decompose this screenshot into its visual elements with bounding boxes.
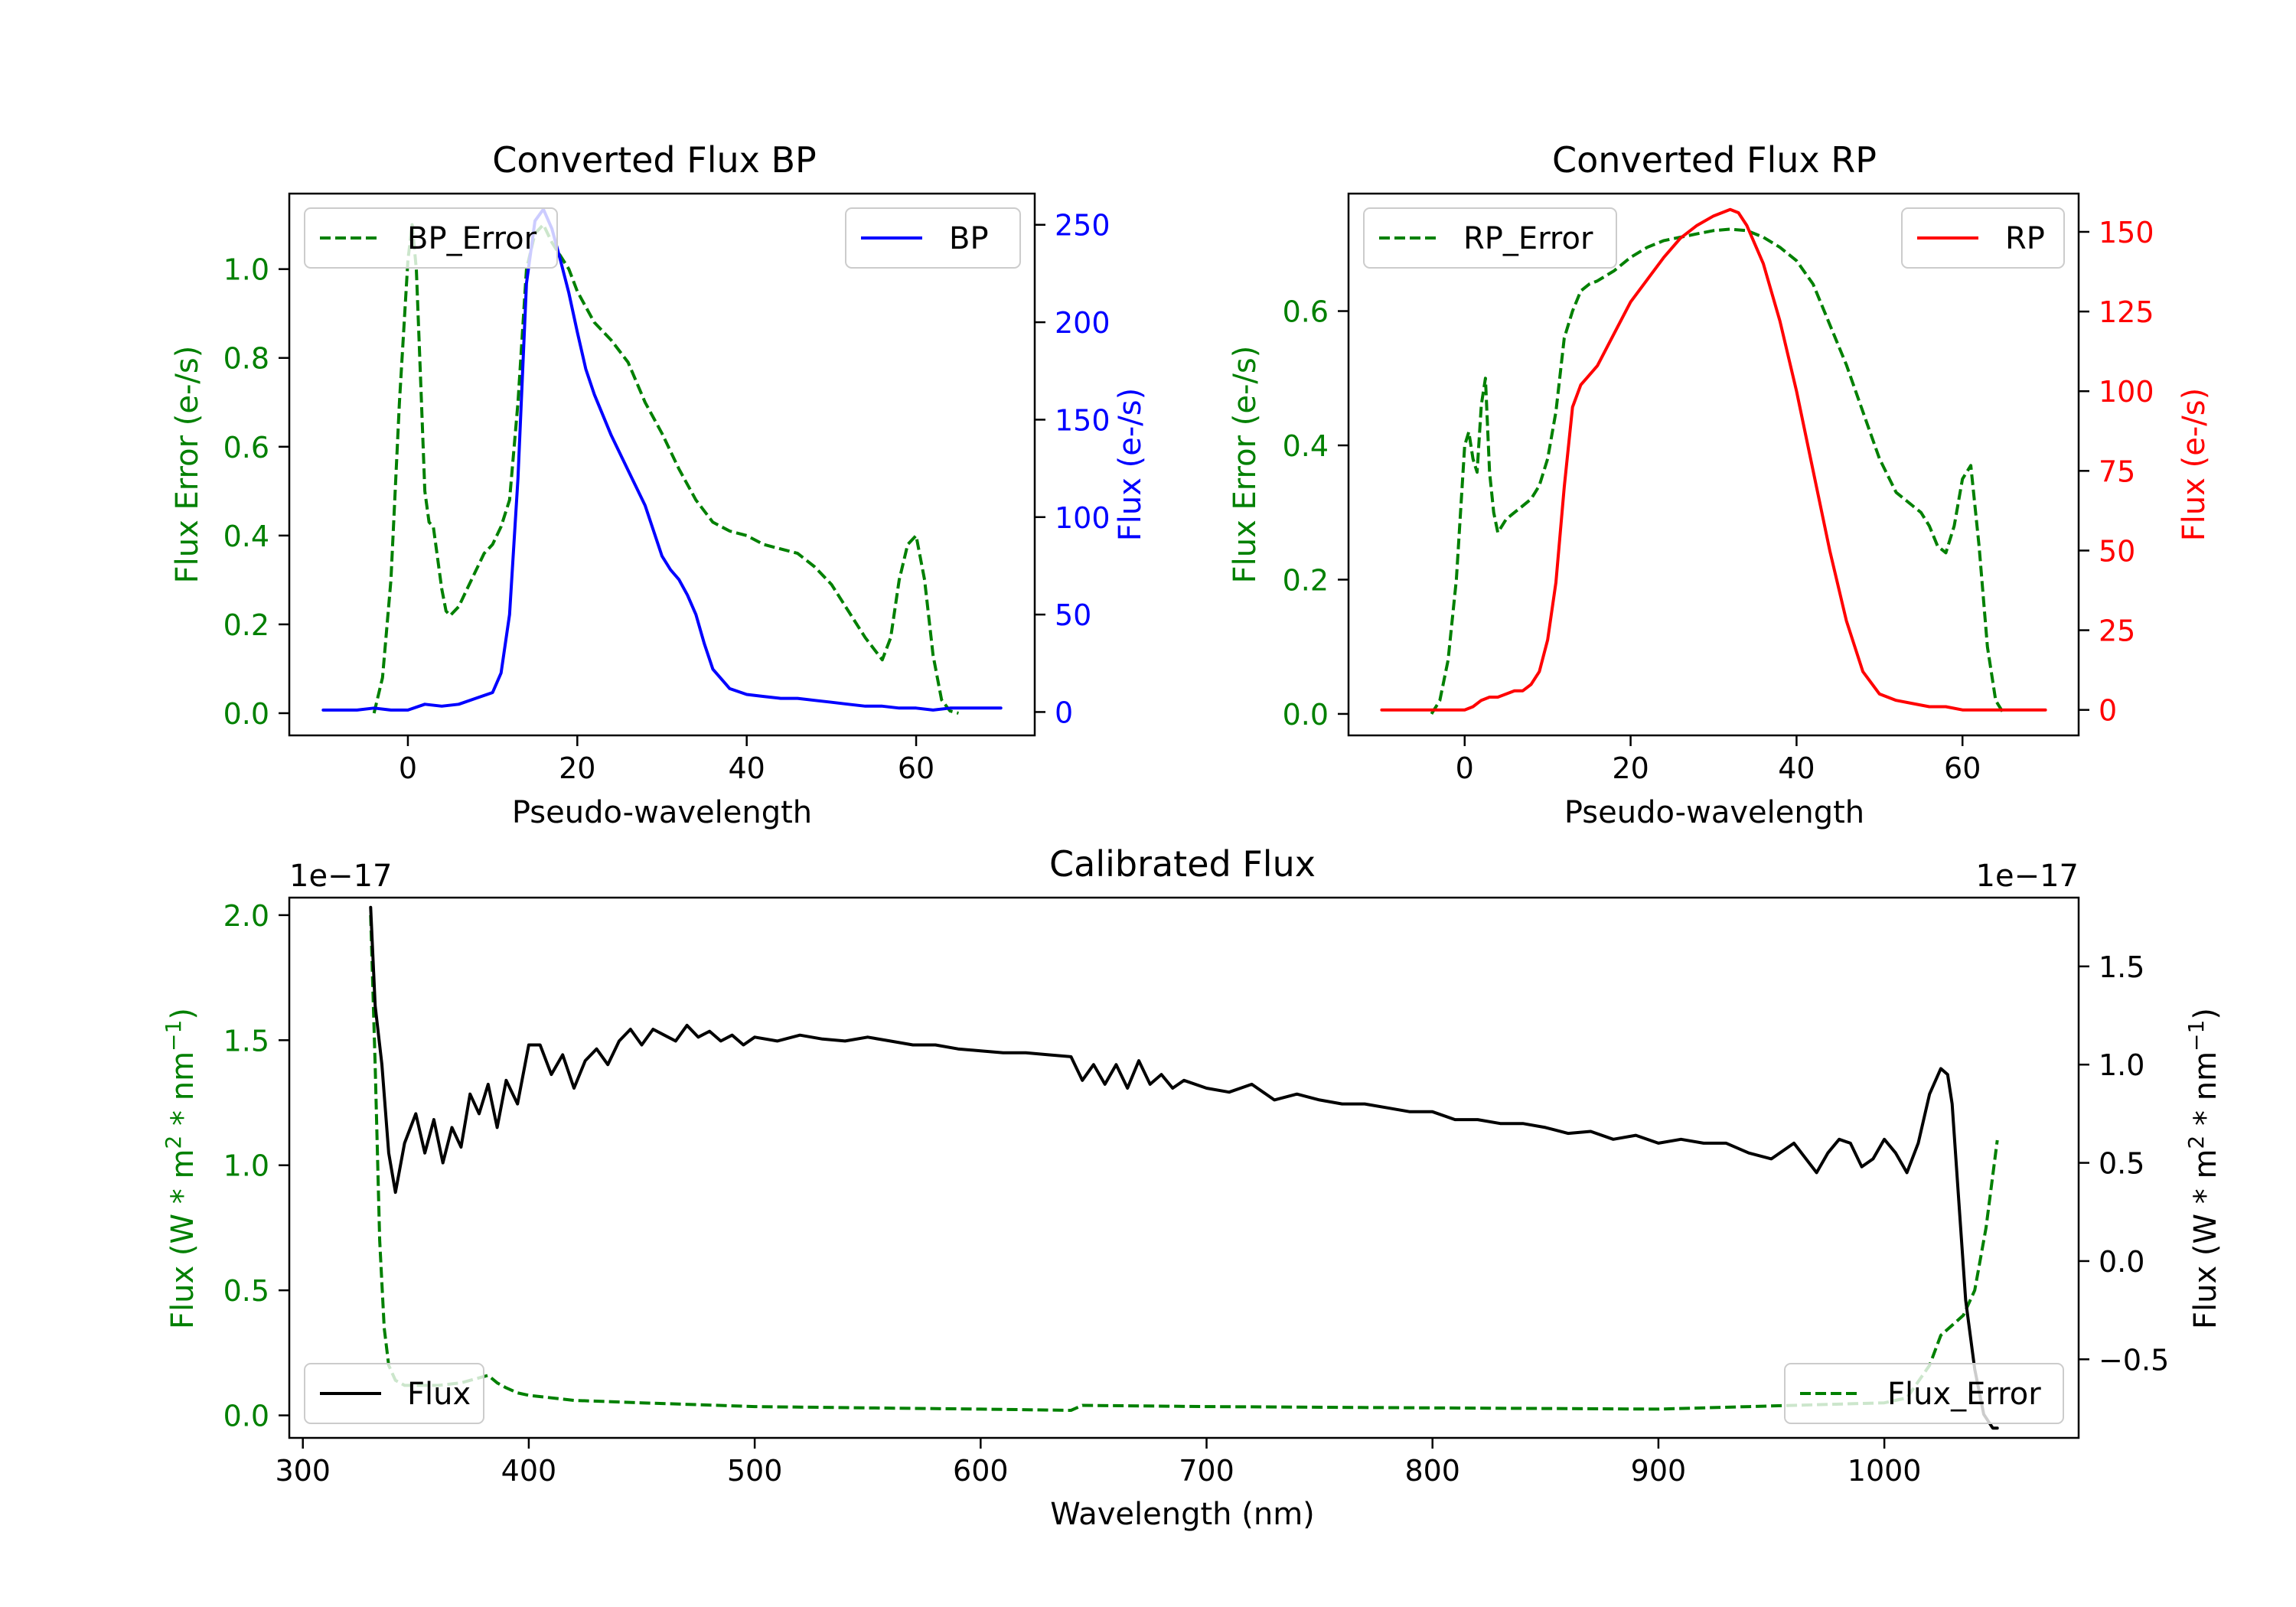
rp-legend-flux[interactable]: RP: [1901, 207, 2065, 269]
calibrated-xlabel: Wavelength (nm): [1050, 1497, 1315, 1532]
bp-series-bp: [321, 207, 1003, 712]
bp-ytick-left-label: 0.0: [223, 697, 269, 731]
calibrated-legend-flux-label: Flux: [407, 1377, 471, 1412]
rp-ytick-left-label: 0.2: [1283, 563, 1329, 597]
calibrated-legend-error-box: [1784, 1363, 2064, 1424]
calibrated-ytick-left-label: 2.0: [223, 899, 269, 933]
rp-ytick-right-label: 100: [2099, 375, 2154, 409]
bp-ytick-right-label: 50: [1055, 598, 1091, 632]
bp-ytick-left-label: 0.8: [223, 342, 269, 376]
bp-xtick-label: 60: [898, 751, 934, 785]
bp-ytick-right-label: 200: [1055, 306, 1110, 340]
bp-ytick-left-label: 1.0: [223, 253, 269, 287]
rp-ylabel-left: Flux Error (e-/s): [1228, 346, 1263, 584]
rp-xlabel: Pseudo-wavelength: [1564, 795, 1864, 830]
rp-title: Converted Flux RP: [1552, 139, 1877, 181]
calibrated-ylabel-left: Flux (W * m2 * nm−1): [161, 1008, 201, 1329]
calibrated-ytick-left-label: 0.5: [223, 1274, 269, 1308]
calibrated-ytick-right-label: 1.0: [2099, 1048, 2144, 1082]
bp-title: Converted Flux BP: [492, 139, 817, 181]
calibrated-xtick-label: 900: [1631, 1454, 1687, 1488]
rp-legend-flux-box: [1901, 207, 2065, 269]
calibrated-ytick-left-label: 0.0: [223, 1400, 269, 1433]
calibrated-xtick-label: 300: [275, 1454, 331, 1488]
calibrated-ylabel-right: Flux (W * m2 * nm−1): [2183, 1008, 2223, 1329]
rp-xtick-label: 20: [1612, 751, 1649, 785]
rp-ytick-right-label: 75: [2099, 455, 2135, 488]
rp-legend-error-box: [1363, 207, 1617, 269]
rp-legend-flux-label: RP: [2005, 221, 2045, 256]
bp-ytick-left-label: 0.6: [223, 431, 269, 464]
bp-legend-flux-label: BP: [949, 221, 989, 256]
rp-ytick-left-label: 0.6: [1283, 295, 1329, 329]
bp-ytick-left-label: 0.4: [223, 520, 269, 553]
bp-ytick-right-label: 0: [1055, 696, 1073, 729]
bp-xtick-label: 20: [559, 751, 595, 785]
calibrated-axes-frame: [288, 896, 2080, 1439]
bp-series-bp-error: [372, 223, 959, 715]
calibrated-xtick-label: 700: [1179, 1454, 1234, 1488]
calibrated-legend-error[interactable]: Flux_Error: [1784, 1363, 2064, 1424]
calibrated-ytick-left-label: 1.5: [223, 1024, 269, 1058]
bp-ytick-right-label: 150: [1055, 403, 1110, 437]
calibrated-xtick-label: 400: [501, 1454, 557, 1488]
bp-ytick-left-label: 0.2: [223, 608, 269, 642]
bp-legend-error-box: [304, 207, 558, 269]
rp-series-rp: [1380, 207, 2047, 712]
bp-xtick-label: 40: [729, 751, 765, 785]
calibrated-xtick-label: 1000: [1848, 1454, 1922, 1488]
bp-xtick-label: 0: [399, 751, 417, 785]
calibrated-series-flux: [369, 905, 1999, 1430]
rp-series-rp-error: [1430, 227, 2006, 715]
calibrated-offset-right: 1e−17: [1976, 859, 2079, 894]
calibrated-panel: Calibrated Flux 1e−17 1e−17 300 400 500 600…: [161, 843, 2223, 1532]
calibrated-ytick-right-label: 0.5: [2099, 1147, 2144, 1181]
rp-ylabel-right: Flux (e-/s): [2177, 388, 2212, 541]
rp-ytick-left-label: 0.4: [1283, 429, 1329, 463]
calibrated-ytick-left-label: 1.0: [223, 1149, 269, 1183]
rp-ytick-right-label: 125: [2099, 295, 2154, 329]
calibrated-ytick-right-label: −0.5: [2099, 1343, 2169, 1377]
calibrated-offset-left: 1e−17: [289, 859, 392, 894]
calibrated-xtick-label: 600: [953, 1454, 1009, 1488]
calibrated-ytick-right-label: 0.0: [2099, 1245, 2144, 1279]
calibrated-legend-error-label: Flux_Error: [1887, 1377, 2041, 1412]
calibrated-plot-area: 300 400 500 600 700 800 900 1000 0.0 0.5 1.0 1.5 2.0…: [223, 899, 2170, 1488]
bp-xlabel: Pseudo-wavelength: [512, 795, 812, 830]
bp-ytick-right-label: 100: [1055, 501, 1110, 535]
bp-panel: Converted Flux BP 0 20 40 60 0.0 0.2 0.4 0.6 0.8…: [170, 139, 1148, 830]
calibrated-legend-flux-box: [304, 1363, 484, 1424]
bp-legend-flux[interactable]: BP: [845, 207, 1021, 269]
rp-panel: Converted Flux RP 0 20 40 60 0.0 0.2 0.4 0.6 0 25…: [1228, 139, 2212, 830]
calibrated-ytick-right-label: 1.5: [2099, 950, 2144, 984]
bp-ytick-right-label: 250: [1055, 209, 1110, 243]
rp-ytick-right-label: 150: [2099, 216, 2154, 249]
rp-axes-frame: [1347, 192, 2080, 737]
bp-legend-error[interactable]: BP_Error: [304, 207, 558, 269]
rp-ytick-left-label: 0.0: [1283, 698, 1329, 732]
calibrated-legend-flux[interactable]: Flux: [304, 1363, 484, 1424]
bp-legend-error-label: BP_Error: [407, 221, 537, 256]
rp-legend-error-label: RP_Error: [1463, 221, 1593, 256]
rp-xtick-label: 60: [1944, 751, 1981, 785]
calibrated-title: Calibrated Flux: [1049, 843, 1316, 885]
calibrated-series-flux-error: [369, 914, 1999, 1412]
rp-ytick-right-label: 50: [2099, 534, 2135, 568]
rp-ytick-right-label: 0: [2099, 694, 2117, 728]
rp-xtick-label: 40: [1778, 751, 1815, 785]
rp-legend-error[interactable]: RP_Error: [1363, 207, 1617, 269]
bp-ylabel-right: Flux (e-/s): [1113, 388, 1148, 541]
rp-xtick-label: 0: [1456, 751, 1474, 785]
bp-axes-frame: [288, 192, 1036, 737]
calibrated-xtick-label: 800: [1404, 1454, 1460, 1488]
calibrated-xtick-label: 500: [727, 1454, 783, 1488]
rp-ytick-right-label: 25: [2099, 614, 2135, 648]
bp-ylabel-left: Flux Error (e-/s): [170, 346, 205, 584]
rp-plot-area: 0 20 40 60 0.0 0.2 0.4 0.6 0 25 50 75 100 125 150: [1283, 207, 2154, 785]
bp-legend-flux-box: [845, 207, 1021, 269]
bp-plot-area: 0 20 40 60 0.0 0.2 0.4 0.6 0.8 1.0 0 50 100 150 200 250: [223, 207, 1110, 785]
